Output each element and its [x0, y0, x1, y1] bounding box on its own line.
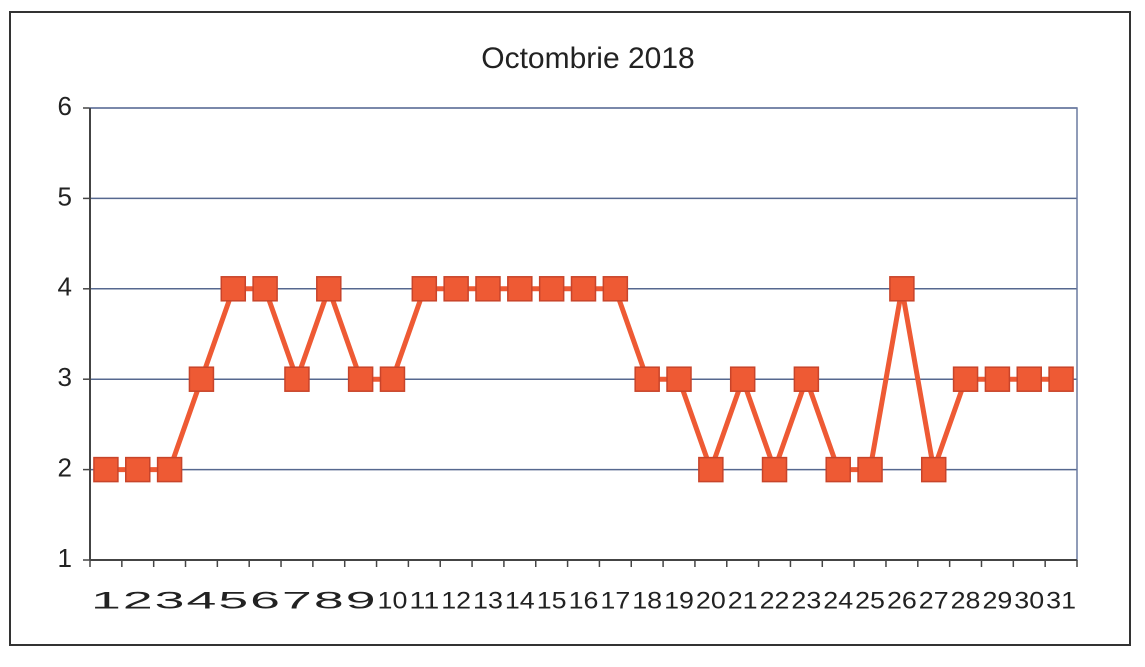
x-tick-label: 9	[346, 587, 376, 614]
marker	[666, 366, 692, 392]
x-tick-label: 23	[791, 587, 821, 614]
marker	[1016, 366, 1042, 392]
y-tick-label: 3	[58, 362, 72, 392]
x-tick-label: 6	[250, 587, 280, 614]
marker	[475, 276, 501, 302]
marker	[602, 276, 629, 302]
x-tick-label: 17	[600, 587, 630, 614]
marker	[252, 276, 278, 302]
marker	[156, 456, 183, 483]
marker	[538, 276, 565, 302]
x-tick-label: 29	[982, 587, 1012, 614]
x-tick-label: 2	[123, 587, 153, 614]
marker	[729, 366, 756, 392]
x-tick-label: 8	[314, 587, 344, 614]
y-tick-label: 6	[58, 91, 72, 121]
x-tick-label: 4	[187, 587, 217, 614]
marker	[507, 276, 533, 302]
marker	[634, 366, 660, 392]
marker	[698, 456, 724, 483]
x-tick-label: 19	[664, 587, 694, 614]
x-tick-label: 14	[505, 587, 535, 614]
x-tick-label: 22	[760, 587, 790, 614]
marker	[889, 276, 915, 302]
x-tick-label: 11	[409, 587, 439, 614]
marker	[316, 276, 342, 302]
marker	[570, 276, 597, 302]
x-tick-label: 25	[855, 587, 885, 614]
x-tick-label: 16	[569, 587, 599, 614]
x-tick-label: 12	[441, 587, 471, 614]
marker	[984, 366, 1011, 392]
x-tick-label: 1	[91, 587, 121, 614]
x-tick-label: 26	[887, 587, 917, 614]
marker	[93, 456, 119, 483]
x-tick-label: 10	[378, 587, 408, 614]
marker	[761, 456, 788, 483]
x-tick-label: 13	[473, 587, 503, 614]
marker	[920, 456, 947, 483]
marker	[220, 276, 247, 302]
x-tick-label: 28	[951, 587, 981, 614]
x-tick-label: 18	[632, 587, 662, 614]
marker	[857, 456, 883, 483]
y-tick-label: 2	[58, 452, 72, 482]
marker	[379, 366, 406, 392]
marker	[793, 366, 820, 392]
y-tick-label: 4	[58, 272, 72, 302]
marker	[443, 276, 469, 302]
y-tick-label: 1	[58, 543, 72, 573]
x-tick-label: 20	[696, 587, 726, 614]
x-tick-label: 7	[282, 587, 312, 614]
x-tick-label: 3	[155, 587, 185, 614]
x-tick-label: 30	[1014, 587, 1044, 614]
marker	[125, 456, 151, 483]
marker	[188, 366, 215, 392]
y-tick-label: 5	[58, 181, 72, 211]
x-tick-label: 31	[1046, 587, 1076, 614]
x-tick-label: 5	[218, 587, 248, 614]
marker	[411, 276, 438, 302]
x-tick-label: 15	[537, 587, 567, 614]
chart-frame	[9, 11, 1131, 646]
x-tick-label: 27	[919, 587, 949, 614]
marker	[1048, 366, 1074, 392]
marker	[825, 456, 851, 483]
marker	[347, 366, 374, 392]
marker	[952, 366, 979, 392]
x-tick-label: 21	[728, 587, 758, 614]
x-tick-label: 24	[823, 587, 853, 614]
chart-title: Octombrie 2018	[481, 42, 694, 75]
marker	[284, 366, 310, 392]
